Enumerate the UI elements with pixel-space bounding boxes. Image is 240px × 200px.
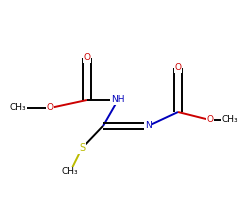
Text: N: N	[145, 121, 151, 130]
Text: CH₃: CH₃	[10, 104, 26, 112]
Text: S: S	[79, 143, 85, 153]
Text: O: O	[206, 116, 214, 124]
Text: O: O	[47, 104, 54, 112]
Text: O: O	[84, 53, 90, 62]
Text: NH: NH	[111, 96, 125, 104]
Text: O: O	[174, 64, 181, 72]
Text: CH₃: CH₃	[62, 168, 78, 176]
Text: CH₃: CH₃	[222, 116, 238, 124]
